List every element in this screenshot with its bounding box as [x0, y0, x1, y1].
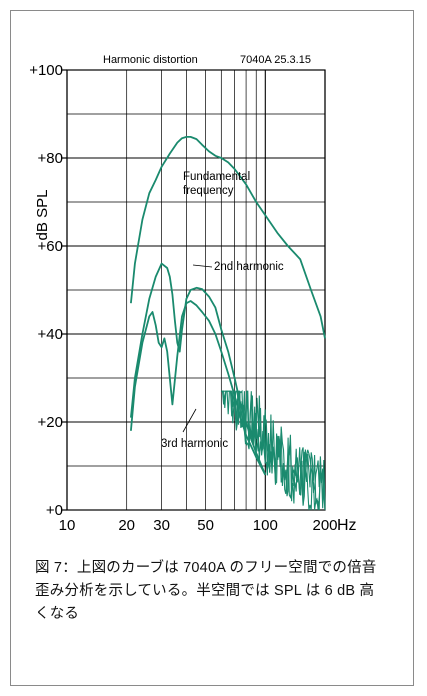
plot-frame [66, 69, 326, 511]
series-line-1 [130, 136, 326, 339]
y-tick-label: +40 [38, 326, 63, 343]
series-line-3 [130, 300, 267, 476]
leader-2nd-harmonic [192, 264, 213, 268]
x-axis-unit: Hz [337, 517, 357, 534]
figure-caption: 図 7：上図のカーブは 7040A のフリー空間での倍音歪み分析を示している。半… [35, 560, 377, 622]
chart-header-right: 7040A 25.3.15 [240, 54, 311, 66]
x-tick-label: 100 [253, 517, 278, 534]
chart-header-left: Harmonic distortion [103, 54, 198, 66]
y-axis-label: dB SPL [34, 190, 51, 241]
y-tick-label: +60 [38, 238, 63, 255]
y-tick-label: +20 [38, 414, 63, 431]
annotation-fundamental-line2: frequency [183, 185, 234, 197]
x-tick-label: 10 [59, 517, 76, 534]
y-tick-label: +0 [46, 502, 63, 519]
y-tick-label: +80 [38, 150, 63, 167]
grid: +0 +20 +40 +60 +80 +100 10 20 30 50 100 200 [29, 62, 337, 534]
x-tick-label: 200 [312, 517, 337, 534]
curves [130, 136, 326, 511]
annotation-2nd-harmonic: 2nd harmonic [214, 261, 284, 273]
leader-3rd-harmonic [182, 408, 197, 433]
figure-panel [10, 10, 414, 686]
annotation-3rd-harmonic: 3rd harmonic [161, 438, 228, 450]
x-tick-label: 50 [197, 517, 214, 534]
noise-floor-trace-3 [221, 390, 326, 511]
y-tick-label: +100 [29, 62, 63, 79]
annotation-fundamental-line1: Fundamental [183, 171, 250, 183]
x-tick-label: 20 [118, 517, 135, 534]
x-tick-label: 30 [153, 517, 170, 534]
